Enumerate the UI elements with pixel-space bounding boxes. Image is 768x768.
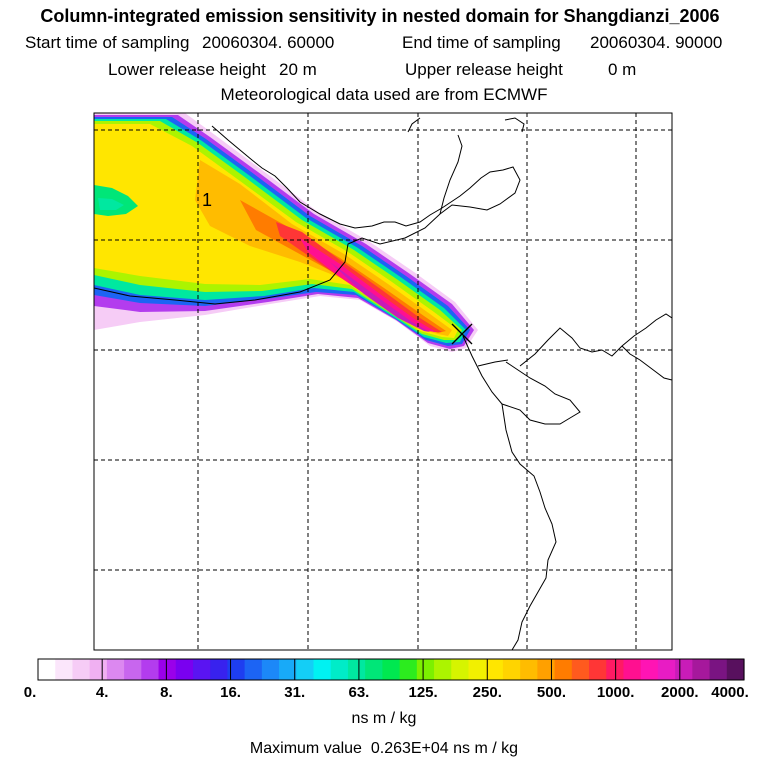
colorbar-tick-label: 125. — [408, 684, 438, 701]
colorbar-swatch — [485, 659, 504, 680]
colorbar-tick-label: 250. — [472, 684, 502, 701]
plot-title: Column-integrated emission sensitivity i… — [40, 6, 720, 26]
start-time-label: Start time of sampling — [25, 33, 190, 52]
colorbar-swatch — [158, 659, 177, 680]
colorbar-swatch — [313, 659, 332, 680]
colorbar-swatch — [640, 659, 659, 680]
colorbar-swatch — [347, 659, 366, 680]
graticule — [94, 113, 672, 650]
end-time-label: End time of sampling — [402, 33, 561, 52]
colorbar-swatch — [227, 659, 246, 680]
upper-height-value: 0 m — [608, 60, 637, 79]
colorbar-swatch — [726, 659, 745, 680]
colorbar-swatch — [399, 659, 418, 680]
colorbar-tick-label: 500. — [536, 684, 567, 701]
colorbar-swatch — [124, 659, 142, 680]
colorbar-tick-label: 1000. — [596, 684, 635, 701]
colorbar-swatch — [709, 659, 728, 680]
x-marker-icon — [451, 323, 473, 345]
colorbar-swatch — [296, 659, 315, 680]
point-label: 1 — [202, 190, 212, 210]
colorbar-tick-label: 2000. — [661, 684, 699, 701]
max-value-label: Maximum value — [249, 740, 362, 757]
colorbar-swatch — [468, 659, 487, 680]
colorbar-swatch — [434, 659, 452, 680]
colorbar-tick-label: 63. — [348, 684, 370, 701]
colorbar-swatch — [330, 659, 349, 680]
colorbar-swatch — [502, 659, 521, 680]
colorbar-swatch — [451, 659, 470, 680]
colorbar-swatch — [210, 659, 229, 680]
map-frame — [93, 112, 673, 651]
colorbar-swatch — [571, 659, 590, 680]
maximum-value-line: Maximum value 0.263E+04 ns m / kg — [0, 740, 768, 758]
colorbar-swatch — [675, 659, 693, 680]
plume-field: 1 — [94, 113, 672, 650]
lower-height-value: 20 m — [279, 60, 317, 79]
colorbar-swatch — [589, 659, 607, 680]
colorbar-swatch — [657, 659, 676, 680]
colorbar-tick-label: 8. — [160, 684, 173, 701]
colorbar-swatch — [38, 659, 56, 680]
colorbar-tick-label: 4. — [95, 684, 109, 701]
colorbar-swatch — [554, 659, 573, 680]
colorbar-swatch — [192, 659, 211, 680]
coastline — [94, 117, 672, 650]
colorbar-swatch — [175, 659, 194, 680]
colorbar-tick-label: 0. — [23, 684, 37, 701]
colorbar-tick-label: 16. — [220, 684, 241, 701]
colorbar-tick-label: 4000. — [711, 684, 749, 701]
max-value: 0.263E+04 — [370, 740, 449, 757]
colorbar-units: ns m / kg — [351, 710, 417, 727]
start-time-value: 20060304. 60000 — [202, 33, 335, 52]
colorbar-swatch — [279, 659, 297, 680]
colorbar — [37, 658, 745, 681]
colorbar-swatch — [89, 659, 108, 680]
plume-patch-cyan — [98, 198, 124, 210]
colorbar-tick-label: 31. — [284, 684, 306, 701]
max-value-units: ns m / kg — [453, 740, 519, 757]
colorbar-frame — [37, 658, 745, 681]
colorbar-swatch — [106, 659, 125, 680]
upper-height-label: Upper release height — [405, 60, 563, 79]
colorbar-swatch — [416, 659, 435, 680]
plume-core-pink — [300, 238, 436, 332]
colorbar-swatch — [72, 659, 91, 680]
lower-height-label: Lower release height — [108, 60, 266, 79]
colorbar-swatch — [537, 659, 556, 680]
colorbar-swatch — [244, 659, 263, 680]
colorbar-swatch — [623, 659, 642, 680]
end-time-value: 20060304. 90000 — [590, 33, 723, 52]
met-data-source: Meteorological data used are from ECMWF — [220, 85, 548, 104]
colorbar-swatch — [141, 659, 160, 680]
colorbar-swatch — [261, 659, 280, 680]
colorbar-swatch — [692, 659, 711, 680]
colorbar-swatch — [520, 659, 538, 680]
colorbar-swatch — [55, 659, 74, 680]
colorbar-swatch — [365, 659, 383, 680]
colorbar-swatch — [382, 659, 401, 680]
